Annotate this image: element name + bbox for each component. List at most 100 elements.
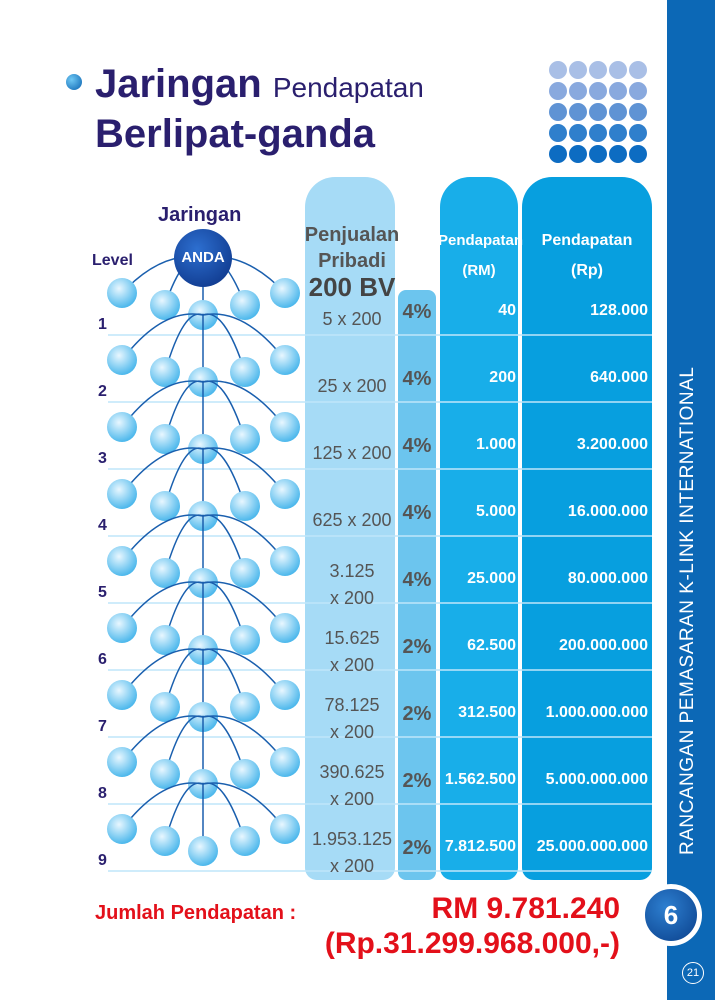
decor-dot <box>549 124 567 142</box>
sales-cell: 390.625 x 200 <box>302 759 402 813</box>
decor-dot <box>629 82 647 100</box>
network-node <box>230 290 260 320</box>
rm-cell: 7.812.500 <box>444 838 516 855</box>
network-title: Jaringan <box>158 204 242 226</box>
sales-cell: 25 x 200 <box>302 373 402 400</box>
network-node <box>270 479 300 509</box>
page-number: 21 <box>682 962 704 984</box>
decor-dot <box>629 103 647 121</box>
sidebar-title: RANCANGAN PEMASARAN K-LINK INTERNATIONAL <box>677 366 698 855</box>
rm-cell: 1.000 <box>475 436 516 453</box>
sales-line: 390.625 <box>319 762 385 782</box>
chapter-badge: 6 <box>640 884 702 946</box>
bullet-icon <box>66 74 82 90</box>
rp-cell: 25.000.000.000 <box>536 838 648 855</box>
decor-dot <box>549 82 567 100</box>
network-node <box>230 759 260 789</box>
decor-dot <box>589 103 607 121</box>
level-number: 9 <box>98 852 107 869</box>
decor-dot <box>629 124 647 142</box>
network-node <box>107 613 137 643</box>
network-node <box>270 278 300 308</box>
decor-dot <box>609 124 627 142</box>
sales-line: 125 x 200 <box>312 443 392 463</box>
decor-dot <box>549 145 567 163</box>
decor-dot <box>589 61 607 79</box>
network-node <box>230 357 260 387</box>
sales-line: 15.625 <box>324 628 380 648</box>
network-node <box>270 814 300 844</box>
rm-cell: 312.500 <box>458 704 516 721</box>
percent-cell: 4% <box>402 301 432 323</box>
page-title: Jaringan Pendapatan <box>95 62 424 107</box>
level-number: 5 <box>98 584 107 601</box>
network-node <box>107 278 137 308</box>
level-number: 8 <box>98 785 107 802</box>
percent-cell: 4% <box>402 368 432 390</box>
decor-dot <box>569 61 587 79</box>
sales-line: 78.125 <box>324 695 380 715</box>
network-node <box>107 412 137 442</box>
sales-cell: 15.625 x 200 <box>302 625 402 679</box>
network-node <box>107 680 137 710</box>
level-label: Level <box>92 252 133 269</box>
network-node <box>270 613 300 643</box>
sales-cell: 5 x 200 <box>302 306 402 333</box>
sales-header-line1: Penjualan <box>304 224 400 246</box>
sales-header-bv: 200 BV <box>308 272 396 302</box>
decor-dot <box>609 82 627 100</box>
network-node <box>270 546 300 576</box>
rp-column <box>522 177 652 880</box>
network-node <box>150 625 180 655</box>
rm-cell: 40 <box>498 302 516 319</box>
rp-cell: 640.000 <box>590 369 648 386</box>
decor-dot <box>569 145 587 163</box>
network-tree <box>107 256 652 872</box>
percent-cell: 4% <box>402 435 432 457</box>
rp-cell: 3.200.000 <box>576 436 648 453</box>
network-node <box>230 424 260 454</box>
decor-dot <box>629 61 647 79</box>
network-node <box>107 814 137 844</box>
sales-header: Penjualan Pribadi 200 BV <box>302 222 402 300</box>
percent-cell: 2% <box>402 703 432 725</box>
total-label: Jumlah Pendapatan : <box>95 902 297 924</box>
rp-header-line1: Pendapatan <box>541 232 633 249</box>
network-node <box>230 692 260 722</box>
network-node <box>150 692 180 722</box>
rp-cell: 80.000.000 <box>567 570 648 587</box>
anda-node: ANDA <box>174 229 232 287</box>
network-node <box>270 412 300 442</box>
rm-cell: 25.000 <box>467 570 516 587</box>
network-node <box>107 479 137 509</box>
rm-column <box>440 177 518 880</box>
sales-line: x 200 <box>329 789 375 809</box>
sales-line: x 200 <box>329 856 375 876</box>
sales-line: 25 x 200 <box>317 376 387 396</box>
rp-header-line2: (Rp) <box>571 262 603 279</box>
sales-header-line2: Pribadi <box>318 250 386 272</box>
rp-cell: 5.000.000.000 <box>545 771 648 788</box>
network-node <box>150 759 180 789</box>
decor-dot <box>569 124 587 142</box>
network-node <box>270 747 300 777</box>
decor-dot <box>589 82 607 100</box>
rm-cell: 200 <box>489 369 516 386</box>
sidebar <box>667 0 715 1000</box>
sales-line: x 200 <box>329 655 375 675</box>
sales-cell: 625 x 200 <box>302 507 402 534</box>
percent-cell: 2% <box>402 636 432 658</box>
network-node <box>230 826 260 856</box>
level-number: 2 <box>98 383 107 400</box>
rm-header: Pendapatan (RM) <box>438 226 523 286</box>
network-node <box>270 680 300 710</box>
decor-dot <box>609 61 627 79</box>
sales-line: x 200 <box>329 588 375 608</box>
sales-column <box>305 177 395 880</box>
decor-dot <box>589 124 607 142</box>
network-node <box>150 491 180 521</box>
percent-cell: 4% <box>402 569 432 591</box>
rm-cell: 62.500 <box>467 637 516 654</box>
sales-cell: 125 x 200 <box>302 440 402 467</box>
rp-header: Pendapatan (Rp) <box>522 226 652 286</box>
